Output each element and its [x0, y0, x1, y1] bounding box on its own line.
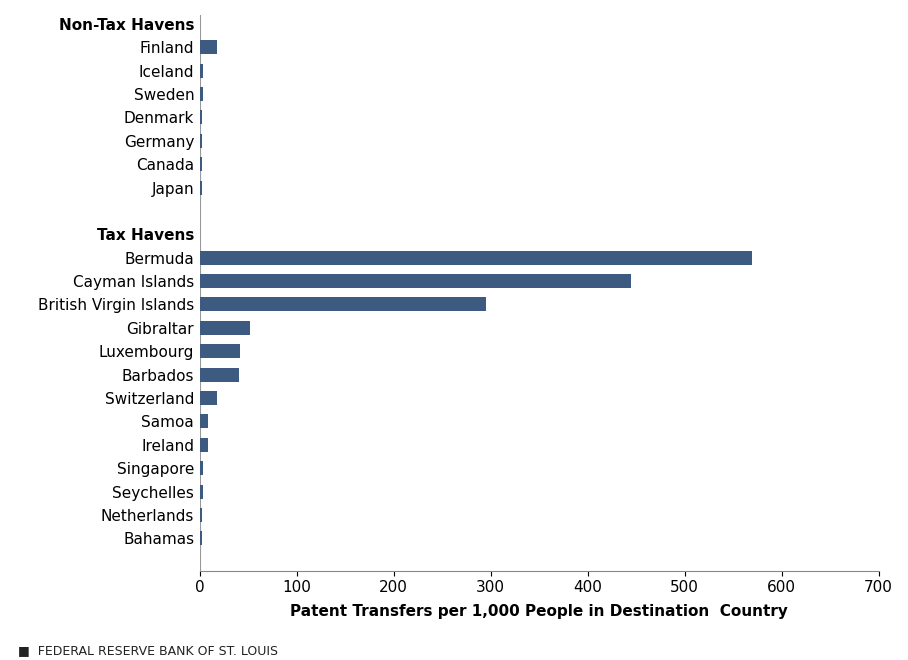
Bar	[200, 484, 202, 498]
Bar	[200, 298, 486, 312]
Bar	[200, 461, 202, 475]
Bar	[200, 157, 202, 171]
Bar	[200, 181, 202, 195]
Bar	[200, 321, 251, 335]
Bar	[200, 368, 239, 381]
Text: ■  FEDERAL RESERVE BANK OF ST. LOUIS: ■ FEDERAL RESERVE BANK OF ST. LOUIS	[18, 644, 278, 657]
Bar	[200, 134, 202, 148]
Bar	[200, 87, 202, 101]
Bar	[200, 531, 202, 545]
Bar	[200, 508, 202, 522]
Bar	[200, 63, 202, 78]
Bar	[200, 391, 217, 405]
Bar	[200, 40, 217, 54]
Bar	[200, 274, 631, 288]
Bar	[200, 110, 202, 125]
Bar	[200, 251, 753, 265]
Bar	[200, 438, 208, 451]
Bar	[200, 345, 241, 358]
X-axis label: Patent Transfers per 1,000 People in Destination  Country: Patent Transfers per 1,000 People in Des…	[291, 604, 788, 618]
Bar	[200, 414, 208, 428]
